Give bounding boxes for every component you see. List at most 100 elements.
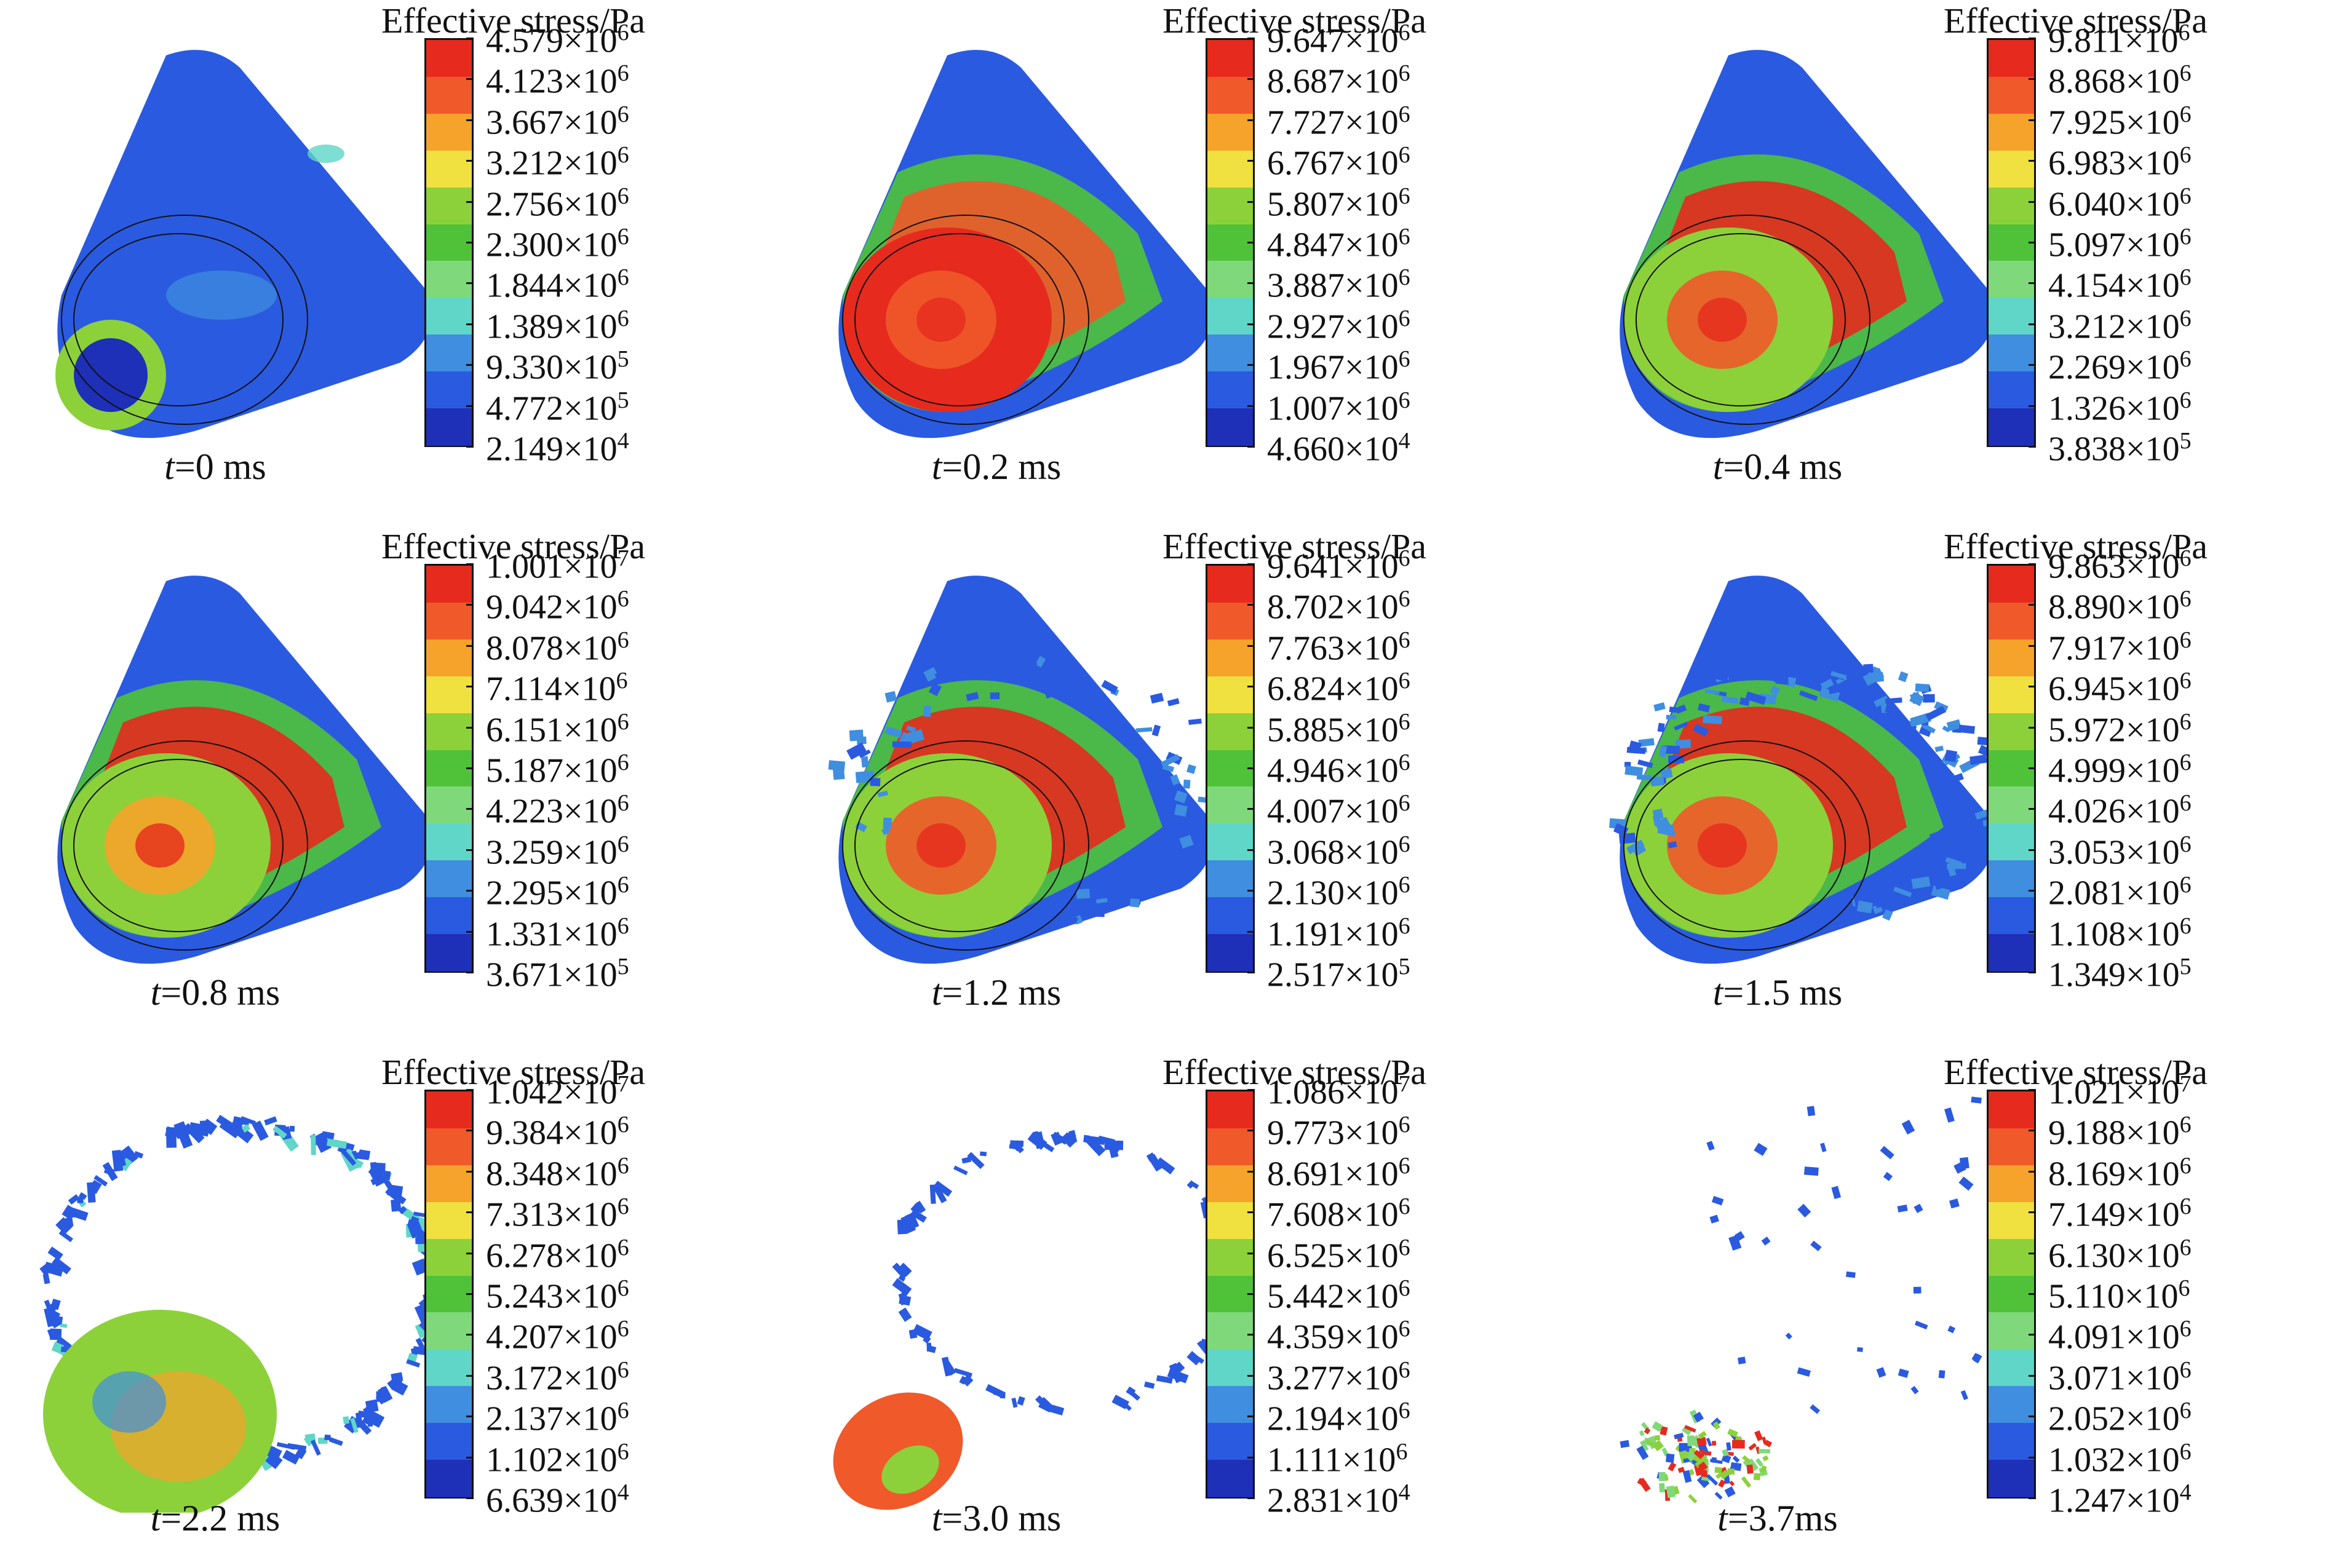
time-label: t=3.7ms: [1562, 1497, 1993, 1540]
colorbar-tick-label: 7.114×106: [486, 669, 628, 707]
tick-mantissa: 1.032×10: [2048, 1441, 2180, 1479]
tick-exponent: 6: [617, 872, 629, 898]
colorbar-segment: [1207, 1386, 1253, 1424]
colorbar-tick-label: 9.188×106: [2048, 1113, 2192, 1150]
colorbar-segment: [1207, 713, 1253, 751]
colorbar-tick-label: 5.097×106: [2048, 225, 2192, 263]
colorbar-segment: [426, 639, 472, 678]
tick-exponent: 6: [2179, 101, 2192, 127]
stress-panel: t=0.8 ms Effective stress/Pa 1.001×107 9.04…: [0, 526, 775, 1042]
fragment: [311, 1439, 321, 1456]
colorbar-segment: [1989, 639, 2034, 678]
fragment: [53, 1315, 63, 1324]
tick-exponent: 6: [2179, 387, 2192, 413]
colorbar-ticks: 4.579×106 4.123×106 3.667×106 3.212×106 2.75…: [424, 21, 769, 467]
time-value: =0.2 ms: [942, 446, 1062, 487]
colorbar-tick-label: 7.608×106: [1267, 1195, 1410, 1232]
fragment: [953, 1165, 968, 1176]
fragment: [959, 1376, 968, 1385]
colorbar-tick-label: 9.647×106: [1267, 21, 1410, 58]
stress-model-render: [1609, 576, 2005, 964]
colorbar-segment: [426, 1386, 472, 1424]
time-variable: t: [1712, 446, 1723, 487]
tick-exponent: 6: [1398, 1152, 1410, 1179]
colorbar-segment: [1207, 1202, 1253, 1240]
legend-title: Effective stress/Pa: [1944, 1052, 2208, 1092]
tick-exponent: 6: [2179, 1112, 2192, 1138]
colorbar-tick-label: 4.223×106: [486, 791, 629, 829]
tick-exponent: 4: [1398, 428, 1410, 454]
fragment: [165, 1127, 177, 1148]
fragment: [929, 1184, 936, 1204]
colorbar-segment: [1207, 40, 1253, 78]
colorbar-segment: [1989, 150, 2034, 188]
tick-exponent: 6: [2179, 708, 2192, 735]
fragment: [985, 1384, 1004, 1398]
colorbar-segment: [426, 76, 472, 115]
time-value: =1.5 ms: [1723, 972, 1843, 1013]
tick-mantissa: 7.149×10: [2048, 1195, 2180, 1234]
tick-exponent: 6: [2178, 1275, 2190, 1301]
fragment: [1186, 1351, 1202, 1366]
tick-exponent: 6: [617, 1194, 629, 1220]
colorbar-segment: [1207, 676, 1253, 714]
fragment: [1958, 1176, 1974, 1191]
fragment: [1148, 1154, 1163, 1172]
fragment: [1017, 1396, 1025, 1406]
tick-exponent: 6: [1398, 750, 1410, 775]
stress-model-render: [39, 1114, 443, 1513]
colorbar-tick-label: 8.348×106: [486, 1154, 629, 1192]
colorbar-tick-label: 7.149×106: [2048, 1195, 2192, 1232]
fragment: [241, 1123, 251, 1133]
time-variable: t: [164, 446, 175, 487]
tick-mantissa: 9.647×10: [1267, 22, 1399, 60]
stress-model-render: [1620, 50, 1995, 438]
colorbar-segment: [426, 40, 472, 78]
tick-exponent: 4: [1398, 1479, 1410, 1505]
fragment: [923, 1335, 931, 1344]
fragment: [1118, 1397, 1132, 1411]
tick-exponent: 6: [1398, 831, 1410, 857]
legend-title: Effective stress/Pa: [1162, 1, 1426, 41]
fragment: [47, 1246, 63, 1261]
tick-mantissa: 3.838×10: [2048, 430, 2180, 469]
colorbar-segment: [1989, 566, 2034, 604]
tick-exponent: 6: [617, 305, 629, 331]
tick-mantissa: 4.772×10: [486, 389, 618, 428]
fragment: [1910, 1385, 1919, 1395]
fragment: [1009, 1144, 1019, 1150]
fragment: [914, 1200, 926, 1214]
colorbar-segment: [1207, 823, 1253, 861]
tick-exponent: 6: [2179, 142, 2192, 168]
colorbar: [424, 38, 474, 447]
fragment: [1156, 1375, 1173, 1384]
tick-exponent: 6: [1398, 1356, 1410, 1383]
fragment: [1065, 1132, 1076, 1139]
colorbar-segment: [1207, 639, 1253, 678]
fragment: [943, 1360, 956, 1376]
stress-model-render: [55, 50, 432, 438]
fragment: [898, 1307, 912, 1322]
fragment: [932, 1183, 947, 1203]
tick-exponent: 6: [2179, 1438, 2192, 1465]
colorbar-tick-label: 6.151×106: [486, 710, 629, 748]
colorbar-tick-label: 3.277×106: [1267, 1358, 1410, 1396]
fragment: [240, 1116, 256, 1125]
tick-mantissa: 3.277×10: [1267, 1359, 1399, 1398]
fragment: [394, 1193, 407, 1205]
colorbar-segment: [1207, 860, 1253, 898]
tick-exponent: 6: [617, 831, 629, 857]
fragment: [1856, 1347, 1864, 1352]
stress-panel: t=2.2 ms Effective stress/Pa 1.042×107 9.38…: [0, 1051, 775, 1568]
fragment: [287, 1443, 307, 1451]
tick-mantissa: 5.187×10: [486, 751, 618, 790]
colorbar-tick-label: 4.579×106: [486, 21, 629, 58]
tick-mantissa: 1.349×10: [2048, 956, 2180, 994]
tick-mantissa: 6.151×10: [486, 711, 618, 750]
colorbar-tick-label: 2.081×106: [2048, 873, 2192, 911]
colorbar-segment: [1207, 1349, 1253, 1387]
colorbar-segment: [1989, 934, 2034, 972]
legend-title: Effective stress/Pa: [1944, 526, 2208, 566]
tick-mantissa: 9.863×10: [2048, 547, 2180, 586]
colorbar-tick-label: 1.349×105: [2048, 955, 2192, 992]
